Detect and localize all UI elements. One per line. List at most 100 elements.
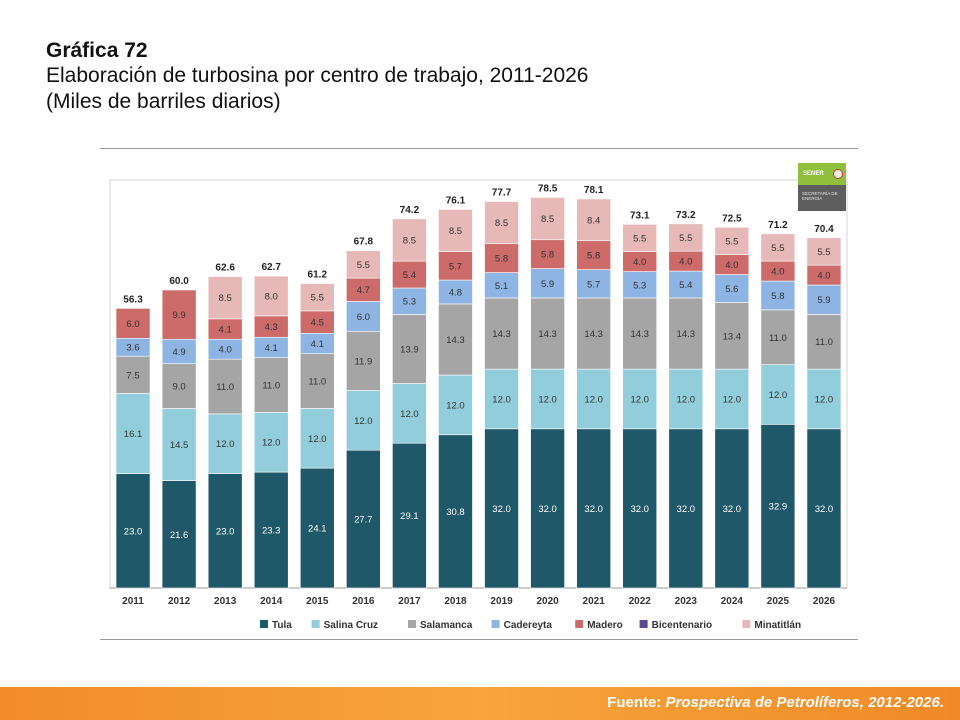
bar-segment [622,428,658,589]
data-label: 12.0 [308,434,327,445]
sener-logo: SENER SECRETARÍA DE ENERGÍA [798,163,846,211]
data-label: 32.9 [769,502,788,513]
data-label: 5.9 [541,279,554,290]
data-label: 5.8 [587,251,600,262]
data-label: 12.0 [262,438,281,449]
bar-segment [622,368,658,430]
bar-segment [438,251,473,281]
data-label: 9.0 [172,382,185,393]
top-divider [100,148,858,149]
bar-segment [161,289,197,340]
data-label: 32.0 [538,504,557,515]
chart-title-block: Gráfica 72 Elaboración de turbosina por … [46,38,588,115]
data-label: 11.0 [308,377,326,388]
bottom-divider [100,639,858,640]
total-label: 62.7 [261,262,281,273]
data-label: 13.4 [723,331,742,342]
bar-segment [760,424,796,589]
bar-segment [392,218,427,262]
bar-segment [530,297,565,370]
coat-of-arms-icon [833,169,843,179]
bar-segment [161,408,197,481]
data-label: 11.0 [216,382,234,393]
data-label: 5.1 [495,281,508,292]
bar-segment [115,393,151,474]
data-label: 32.0 [815,504,834,515]
legend-swatch [742,620,751,628]
source-label: Fuente: [607,694,662,711]
data-label: 5.3 [403,297,416,308]
legend-swatch [260,620,268,628]
sener-logo-subtitle: SECRETARÍA DE ENERGÍA [802,191,838,201]
data-label: 4.1 [265,343,278,354]
x-tick-label: 2015 [306,596,329,607]
footer-bar: Fuente: Prospectiva de Petrolíferos, 201… [0,687,960,720]
bar-segment [622,271,658,299]
data-label: 5.5 [817,247,830,258]
bar-segment [392,314,427,384]
data-label: 5.5 [357,260,370,271]
bar-segment [253,275,289,317]
data-label: 4.0 [817,271,830,282]
legend-entry: Bicentenario [652,620,713,631]
bar-segment [207,358,243,415]
data-label: 14.3 [677,329,696,340]
data-label: 32.0 [723,504,742,515]
data-label: 32.0 [584,504,603,515]
data-label: 7.5 [126,370,139,381]
data-label: 12.0 [400,409,419,420]
bar-segment [392,287,427,315]
x-tick-label: 2022 [629,596,652,607]
bar-segment [346,301,381,332]
data-label: 27.7 [354,515,373,526]
bar-segment [207,276,243,320]
total-label: 78.1 [584,185,604,196]
total-label: 73.1 [630,210,650,221]
data-label: 23.0 [216,526,235,537]
data-label: 14.3 [630,329,649,340]
data-label: 14.3 [492,329,511,340]
x-tick-label: 2013 [214,596,237,607]
data-label: 4.1 [311,339,324,350]
data-label: 32.0 [492,504,511,515]
data-label: 12.0 [584,394,603,405]
data-label: 5.7 [587,279,600,290]
data-label: 5.3 [633,280,646,291]
bar-segment [484,297,519,370]
bar-segment [438,434,473,589]
data-label: 4.0 [219,345,232,356]
data-label: 12.0 [446,400,465,411]
chart-title: Elaboración de turbosina por centro de t… [46,64,589,87]
data-label: 4.8 [449,287,462,298]
bar-segment [806,284,842,315]
bar-segment [207,473,243,589]
data-label: 12.0 [677,394,696,405]
chart-number: Gráfica 72 [46,39,148,62]
bar-segment [806,368,842,430]
data-label: 8.5 [449,226,462,237]
bar-segment [115,473,151,589]
bar-segment [576,269,611,299]
bar-segment [438,209,473,252]
data-label: 4.7 [357,285,370,296]
total-label: 67.8 [354,237,374,248]
legend-entry: Salamanca [420,620,473,631]
bar-segment [576,240,611,270]
bar-segment [806,428,842,589]
bar-segment [115,308,151,339]
bar-segment [714,274,750,303]
bar-segment [161,480,197,589]
bar-segment [299,408,335,469]
bar-segment [207,413,243,474]
bar-segment [484,243,519,273]
bar-segment [760,233,796,262]
legend-entry: Minatitlán [754,620,801,631]
data-label: 8.5 [403,235,416,246]
total-label: 72.5 [722,213,742,224]
bar-segment [484,272,519,299]
data-label: 6.0 [126,319,139,330]
data-label: 9.9 [172,310,185,321]
legend-swatch [408,620,416,628]
data-label: 12.0 [538,394,557,405]
data-label: 12.0 [492,394,511,405]
